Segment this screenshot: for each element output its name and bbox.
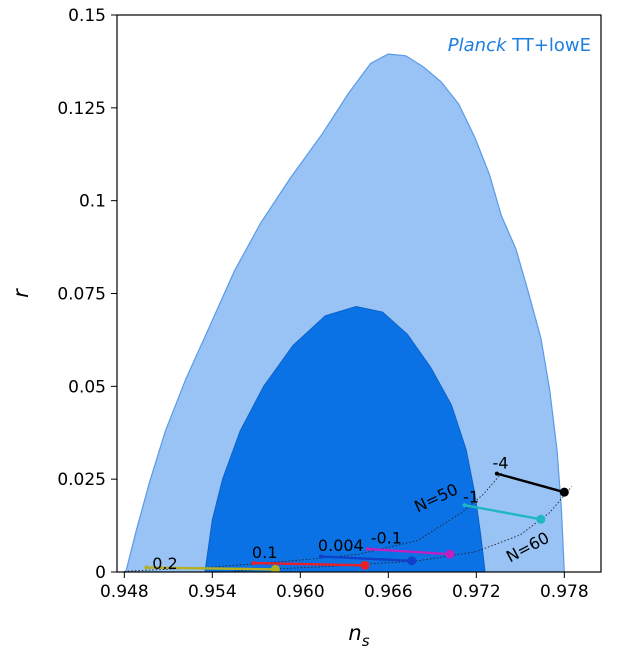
annotation-label: 0.004 (318, 536, 364, 555)
y-tick-label: 0.125 (57, 99, 106, 119)
y-tick-label: 0.05 (68, 377, 106, 397)
y-tick-label: 0.025 (57, 470, 106, 490)
y-tick-label: 0 (95, 563, 106, 583)
annotation-label: -1 (463, 488, 479, 507)
x-tick-label: 0.972 (452, 582, 501, 602)
y-tick-label: 0.075 (57, 285, 106, 305)
series-start-point (366, 547, 370, 551)
series-end-point (445, 550, 454, 559)
y-tick-label: 0.15 (68, 6, 106, 26)
x-axis-label-sub: s (362, 632, 370, 650)
x-tick-label: 0.948 (100, 582, 149, 602)
x-axis-label-main: n (348, 621, 361, 645)
y-axis-label: r (9, 288, 33, 298)
series-start-point (319, 554, 323, 558)
legend-text: Planck TT+lowE (448, 35, 591, 56)
annotation-label: -4 (492, 453, 508, 472)
annotation-label: -0.1 (371, 528, 402, 547)
series-end-point (360, 561, 369, 570)
annotation-label: 0.1 (252, 543, 277, 562)
x-tick-label: 0.978 (540, 582, 589, 602)
series-start-point (144, 566, 148, 570)
annotation-label: 0.2 (152, 554, 177, 573)
series-end-point (536, 515, 545, 524)
series-end-point (560, 488, 569, 497)
legend-italic: Planck (448, 35, 508, 56)
x-tick-label: 0.960 (276, 582, 325, 602)
x-tick-label: 0.954 (188, 582, 237, 602)
x-tick-label: 0.966 (364, 582, 413, 602)
series-end-point (407, 556, 416, 565)
y-tick-label: 0.1 (79, 192, 106, 212)
legend-rest: TT+lowE (506, 35, 591, 56)
